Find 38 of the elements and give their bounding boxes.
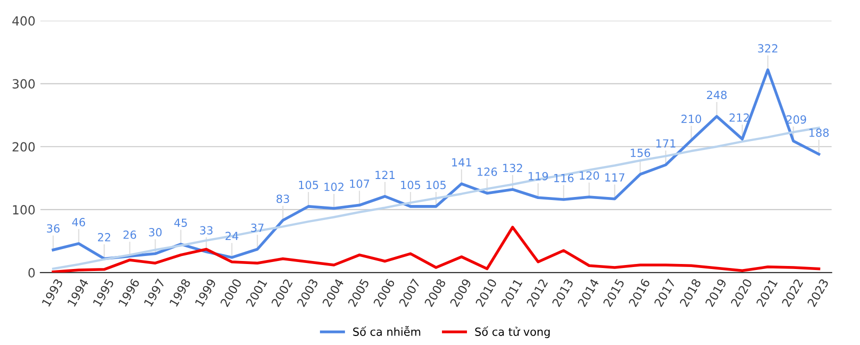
data-label: 105 [401, 180, 420, 190]
data-label: 45 [174, 218, 187, 227]
data-label: 46 [72, 218, 86, 226]
y-tick-label: 300 [12, 79, 35, 89]
legend-label: Số ca nhiễm [353, 326, 420, 336]
data-label: 83 [276, 194, 290, 204]
data-label: 22 [98, 233, 110, 242]
legend-label: Số ca tử vong [475, 326, 550, 338]
y-tick-label: 400 [12, 16, 35, 26]
data-label: 171 [656, 139, 676, 148]
data-label: 121 [376, 170, 395, 179]
data-label: 105 [299, 180, 318, 190]
data-label: 248 [706, 90, 727, 100]
y-tick-label: 0 [28, 268, 35, 278]
data-label: 209 [786, 115, 806, 124]
data-label: 322 [758, 44, 778, 53]
data-label: 212 [730, 113, 749, 122]
data-label: 24 [226, 232, 238, 240]
data-label: 126 [478, 168, 497, 176]
data-label: 132 [503, 164, 522, 172]
data-label: 107 [350, 180, 370, 188]
data-label: 33 [200, 226, 212, 235]
data-label: 156 [630, 148, 650, 158]
data-label: 188 [809, 128, 829, 137]
data-label: 102 [324, 182, 344, 192]
data-label: 26 [123, 230, 136, 239]
data-label: 210 [681, 114, 702, 124]
data-label: 117 [605, 173, 624, 182]
data-label: 116 [554, 174, 574, 182]
data-label: 120 [580, 171, 600, 180]
data-label: 30 [149, 228, 162, 236]
data-label: 105 [426, 180, 446, 190]
data-label: 37 [251, 224, 264, 232]
y-tick-label: 200 [12, 142, 35, 152]
y-tick-label: 100 [13, 205, 35, 215]
data-label: 141 [452, 158, 472, 166]
data-label: 36 [46, 224, 60, 233]
data-label: 119 [528, 172, 548, 180]
